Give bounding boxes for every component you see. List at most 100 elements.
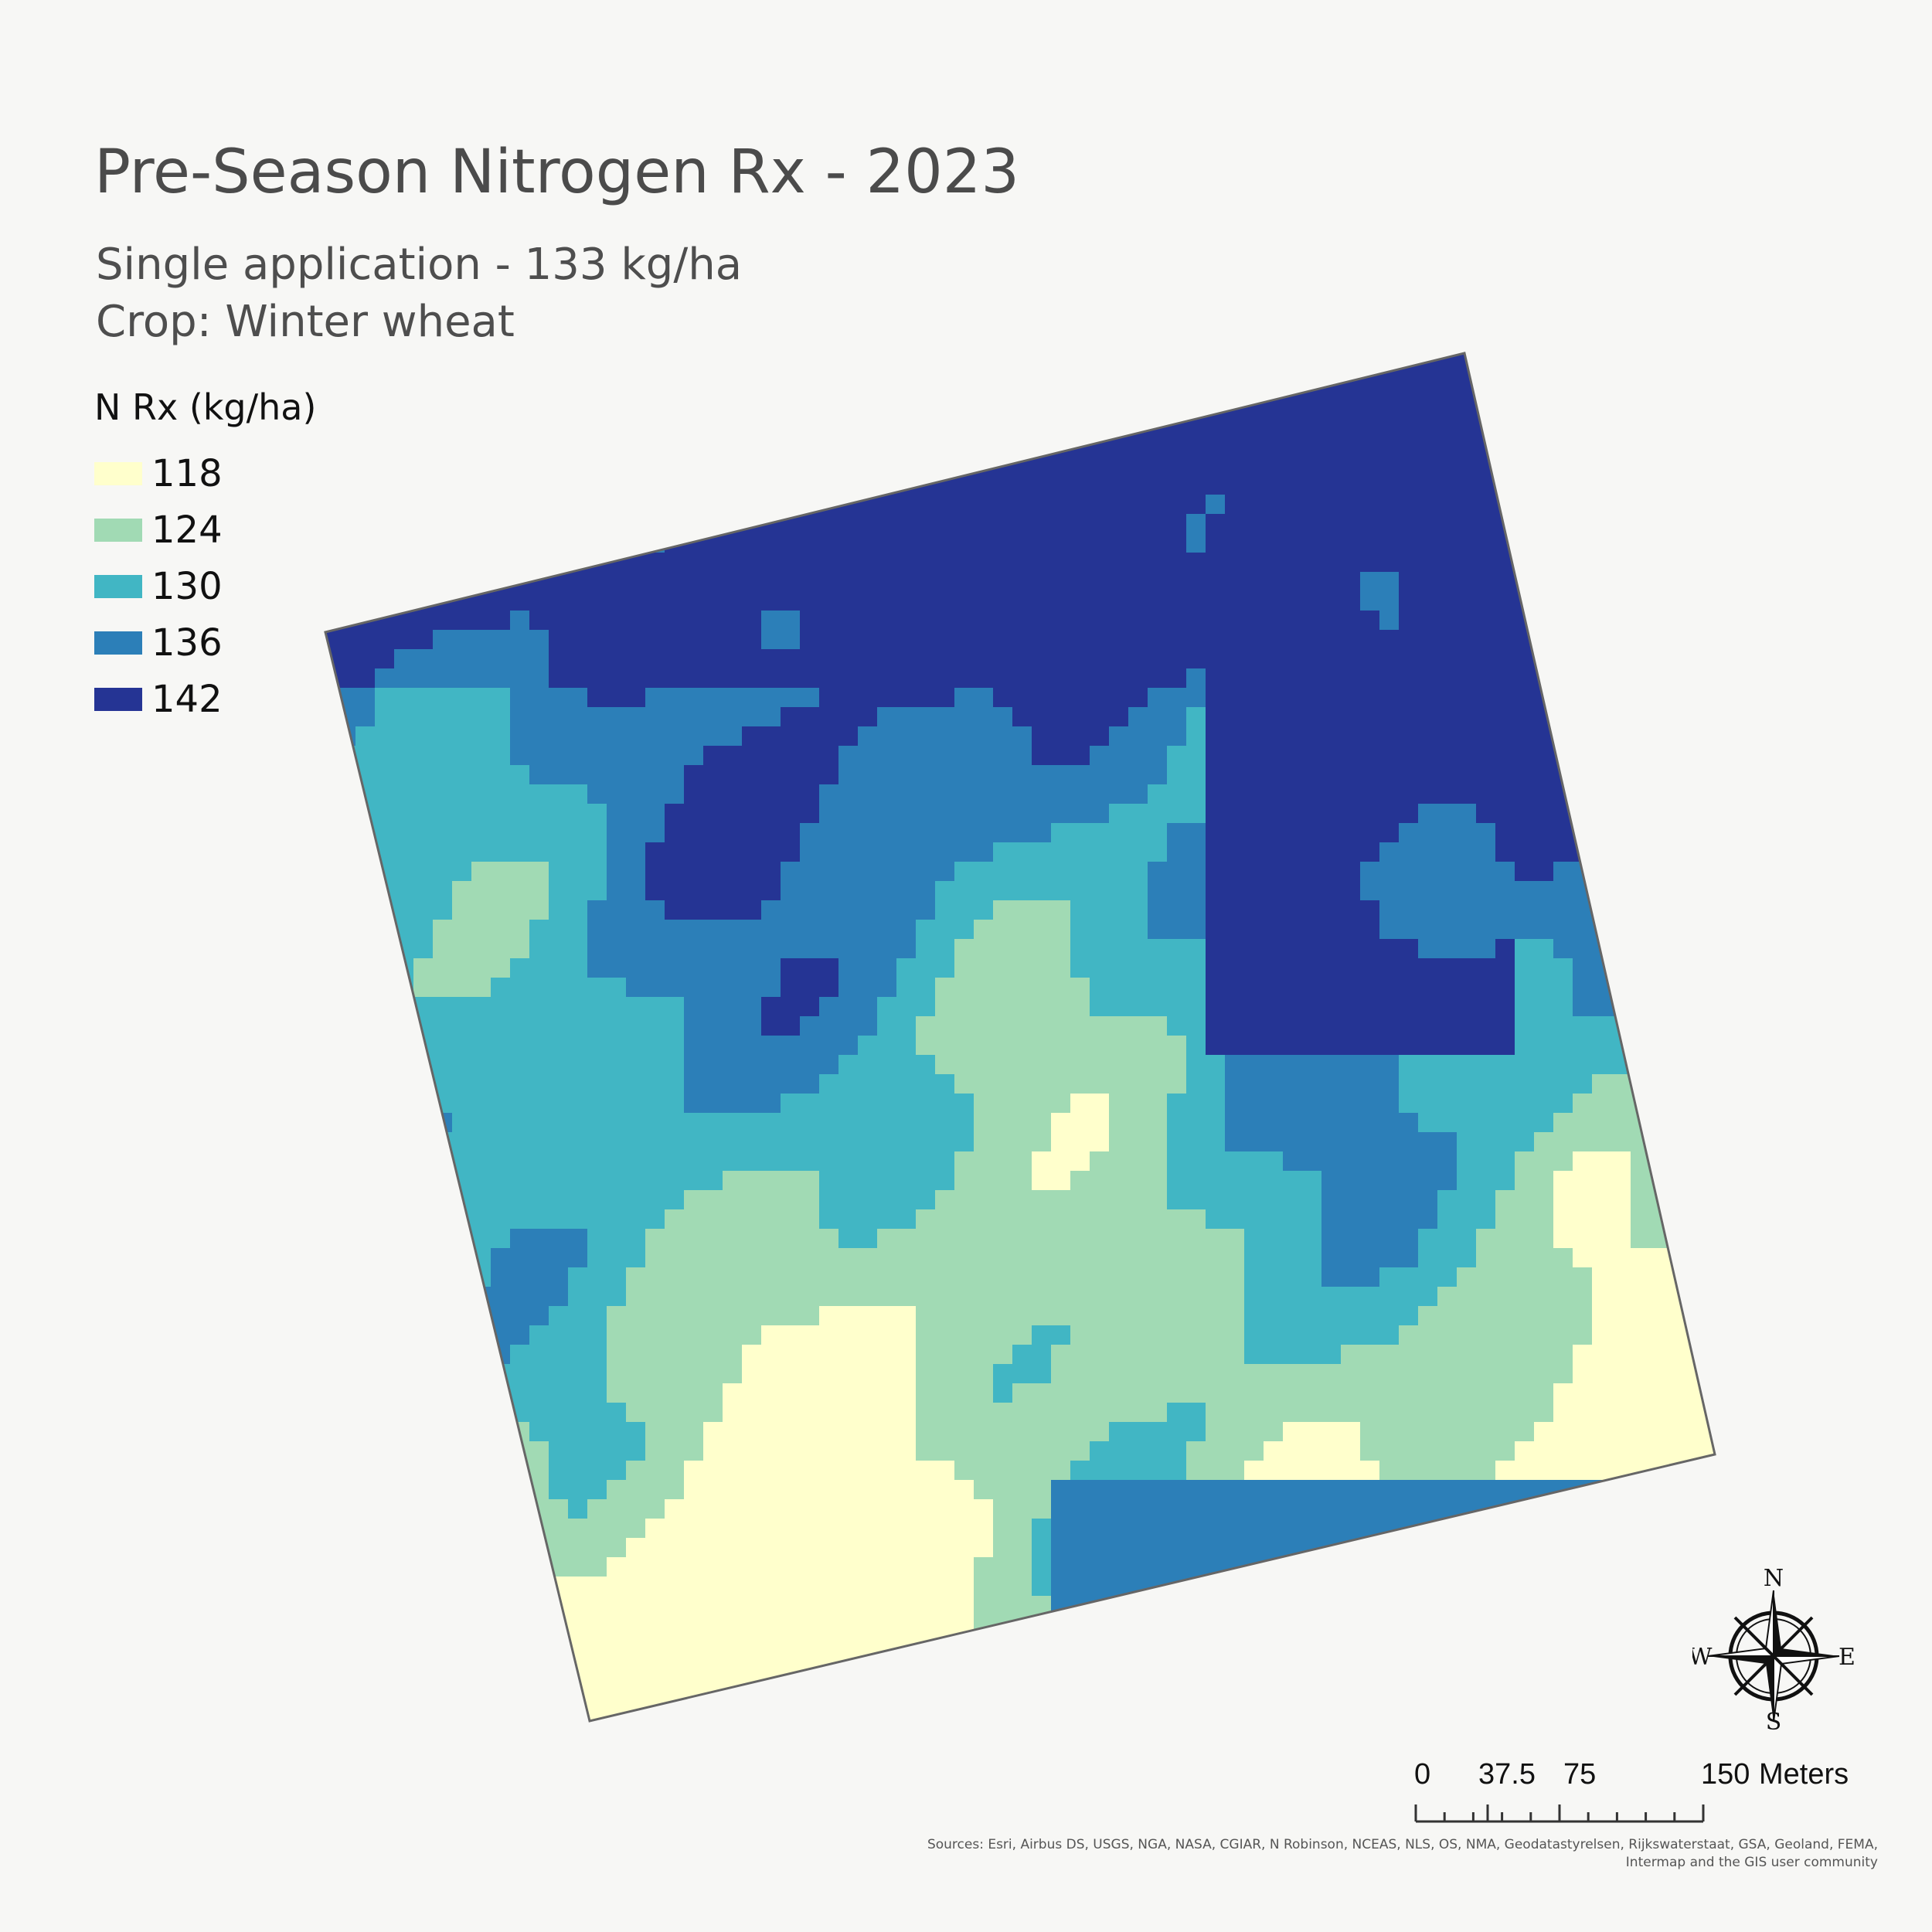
rate-cell — [1418, 514, 1438, 534]
rate-cell — [684, 823, 704, 843]
rate-cell — [413, 475, 434, 495]
rate-cell — [529, 1248, 549, 1268]
rate-cell — [954, 862, 975, 882]
rate-cell — [394, 456, 414, 476]
rate-cell — [587, 398, 607, 418]
rate-cell — [645, 1634, 665, 1655]
rate-cell — [1341, 1596, 1361, 1616]
rate-cell — [1070, 804, 1090, 824]
rate-cell — [433, 746, 453, 766]
rate-cell — [1051, 398, 1071, 418]
rate-cell — [1341, 630, 1361, 650]
rate-cell — [1379, 1480, 1400, 1500]
rate-cell — [1399, 1557, 1419, 1577]
rate-cell — [954, 1055, 975, 1075]
rate-cell — [877, 1287, 897, 1307]
rate-cell — [723, 456, 743, 476]
rate-cell — [394, 900, 414, 920]
rate-cell — [510, 939, 530, 959]
rate-cell — [394, 1577, 414, 1597]
rate-cell — [1341, 1113, 1361, 1133]
rate-cell — [665, 456, 685, 476]
rate-cell — [1167, 823, 1187, 843]
rate-cell — [626, 1403, 646, 1423]
rate-cell — [742, 475, 762, 495]
rate-cell — [1264, 1480, 1284, 1500]
rate-cell — [838, 1306, 859, 1326]
rate-cell — [954, 1441, 975, 1461]
rate-cell — [549, 1016, 569, 1036]
rate-cell — [1553, 1441, 1573, 1461]
rate-cell — [1476, 1441, 1496, 1461]
rate-cell — [549, 475, 569, 495]
rate-cell — [1302, 1441, 1322, 1461]
rate-cell — [394, 398, 414, 418]
rate-cell — [1012, 1596, 1032, 1616]
rate-cell — [703, 417, 723, 437]
rate-cell — [645, 765, 665, 785]
rate-cell — [1669, 1364, 1689, 1384]
rate-cell — [645, 939, 665, 959]
rate-cell — [838, 1113, 859, 1133]
rate-cell — [781, 746, 801, 766]
rate-cell — [1708, 1403, 1715, 1423]
rate-cell — [1379, 353, 1400, 360]
rate-cell — [1341, 553, 1361, 573]
rate-cell — [1225, 1538, 1245, 1558]
rate-cell — [491, 1596, 511, 1616]
rate-cell — [935, 1190, 955, 1210]
rate-cell — [1689, 630, 1709, 650]
rate-cell — [703, 1441, 723, 1461]
rate-cell — [568, 1557, 588, 1577]
rate-cell — [1032, 1519, 1052, 1539]
rate-cell — [1244, 1519, 1264, 1539]
rate-cell — [626, 746, 646, 766]
rate-cell — [1611, 379, 1631, 399]
rate-cell — [1437, 1634, 1458, 1655]
rate-cell — [1611, 707, 1631, 727]
rate-cell — [723, 1634, 743, 1655]
rate-cell — [1379, 475, 1400, 495]
rate-cell — [510, 1113, 530, 1133]
rate-cell — [1090, 1480, 1110, 1500]
rate-cell — [665, 1306, 685, 1326]
rate-cell — [549, 997, 569, 1017]
rate-cell — [703, 765, 723, 785]
rate-cell — [800, 1287, 820, 1307]
rate-cell — [1012, 553, 1032, 573]
rate-cell — [375, 1519, 395, 1539]
rate-cell — [800, 707, 820, 727]
rate-cell — [413, 611, 434, 631]
rate-cell — [1206, 1287, 1226, 1307]
rate-cell — [781, 1267, 801, 1287]
rate-cell — [781, 1132, 801, 1152]
rate-cell — [1360, 1634, 1380, 1655]
rate-cell — [1553, 1345, 1573, 1365]
rate-cell — [1012, 398, 1032, 418]
rate-cell — [896, 1306, 917, 1326]
rate-cell — [568, 1171, 588, 1191]
rate-cell — [1457, 1248, 1477, 1268]
rate-cell — [549, 978, 569, 998]
rate-cell — [800, 1016, 820, 1036]
rate-cell — [1399, 1422, 1419, 1442]
rate-cell — [325, 1055, 337, 1075]
rate-cell — [916, 1287, 936, 1307]
rate-cell — [1534, 997, 1554, 1017]
rate-cell — [1573, 359, 1593, 379]
rate-cell — [1321, 1577, 1342, 1597]
rate-cell — [1148, 398, 1168, 418]
rate-cell — [1437, 668, 1458, 689]
rate-cell — [1283, 1325, 1303, 1345]
rate-cell — [1341, 1267, 1361, 1287]
rate-cell — [529, 591, 549, 611]
rate-cell — [761, 630, 781, 650]
rate-cell — [1109, 823, 1129, 843]
rate-cell — [1032, 900, 1052, 920]
rate-cell — [916, 1538, 936, 1558]
rate-cell — [1264, 688, 1284, 708]
rate-cell — [1032, 359, 1052, 379]
rate-cell — [1341, 1383, 1361, 1403]
rate-cell — [1669, 784, 1689, 804]
rate-cell — [896, 630, 917, 650]
